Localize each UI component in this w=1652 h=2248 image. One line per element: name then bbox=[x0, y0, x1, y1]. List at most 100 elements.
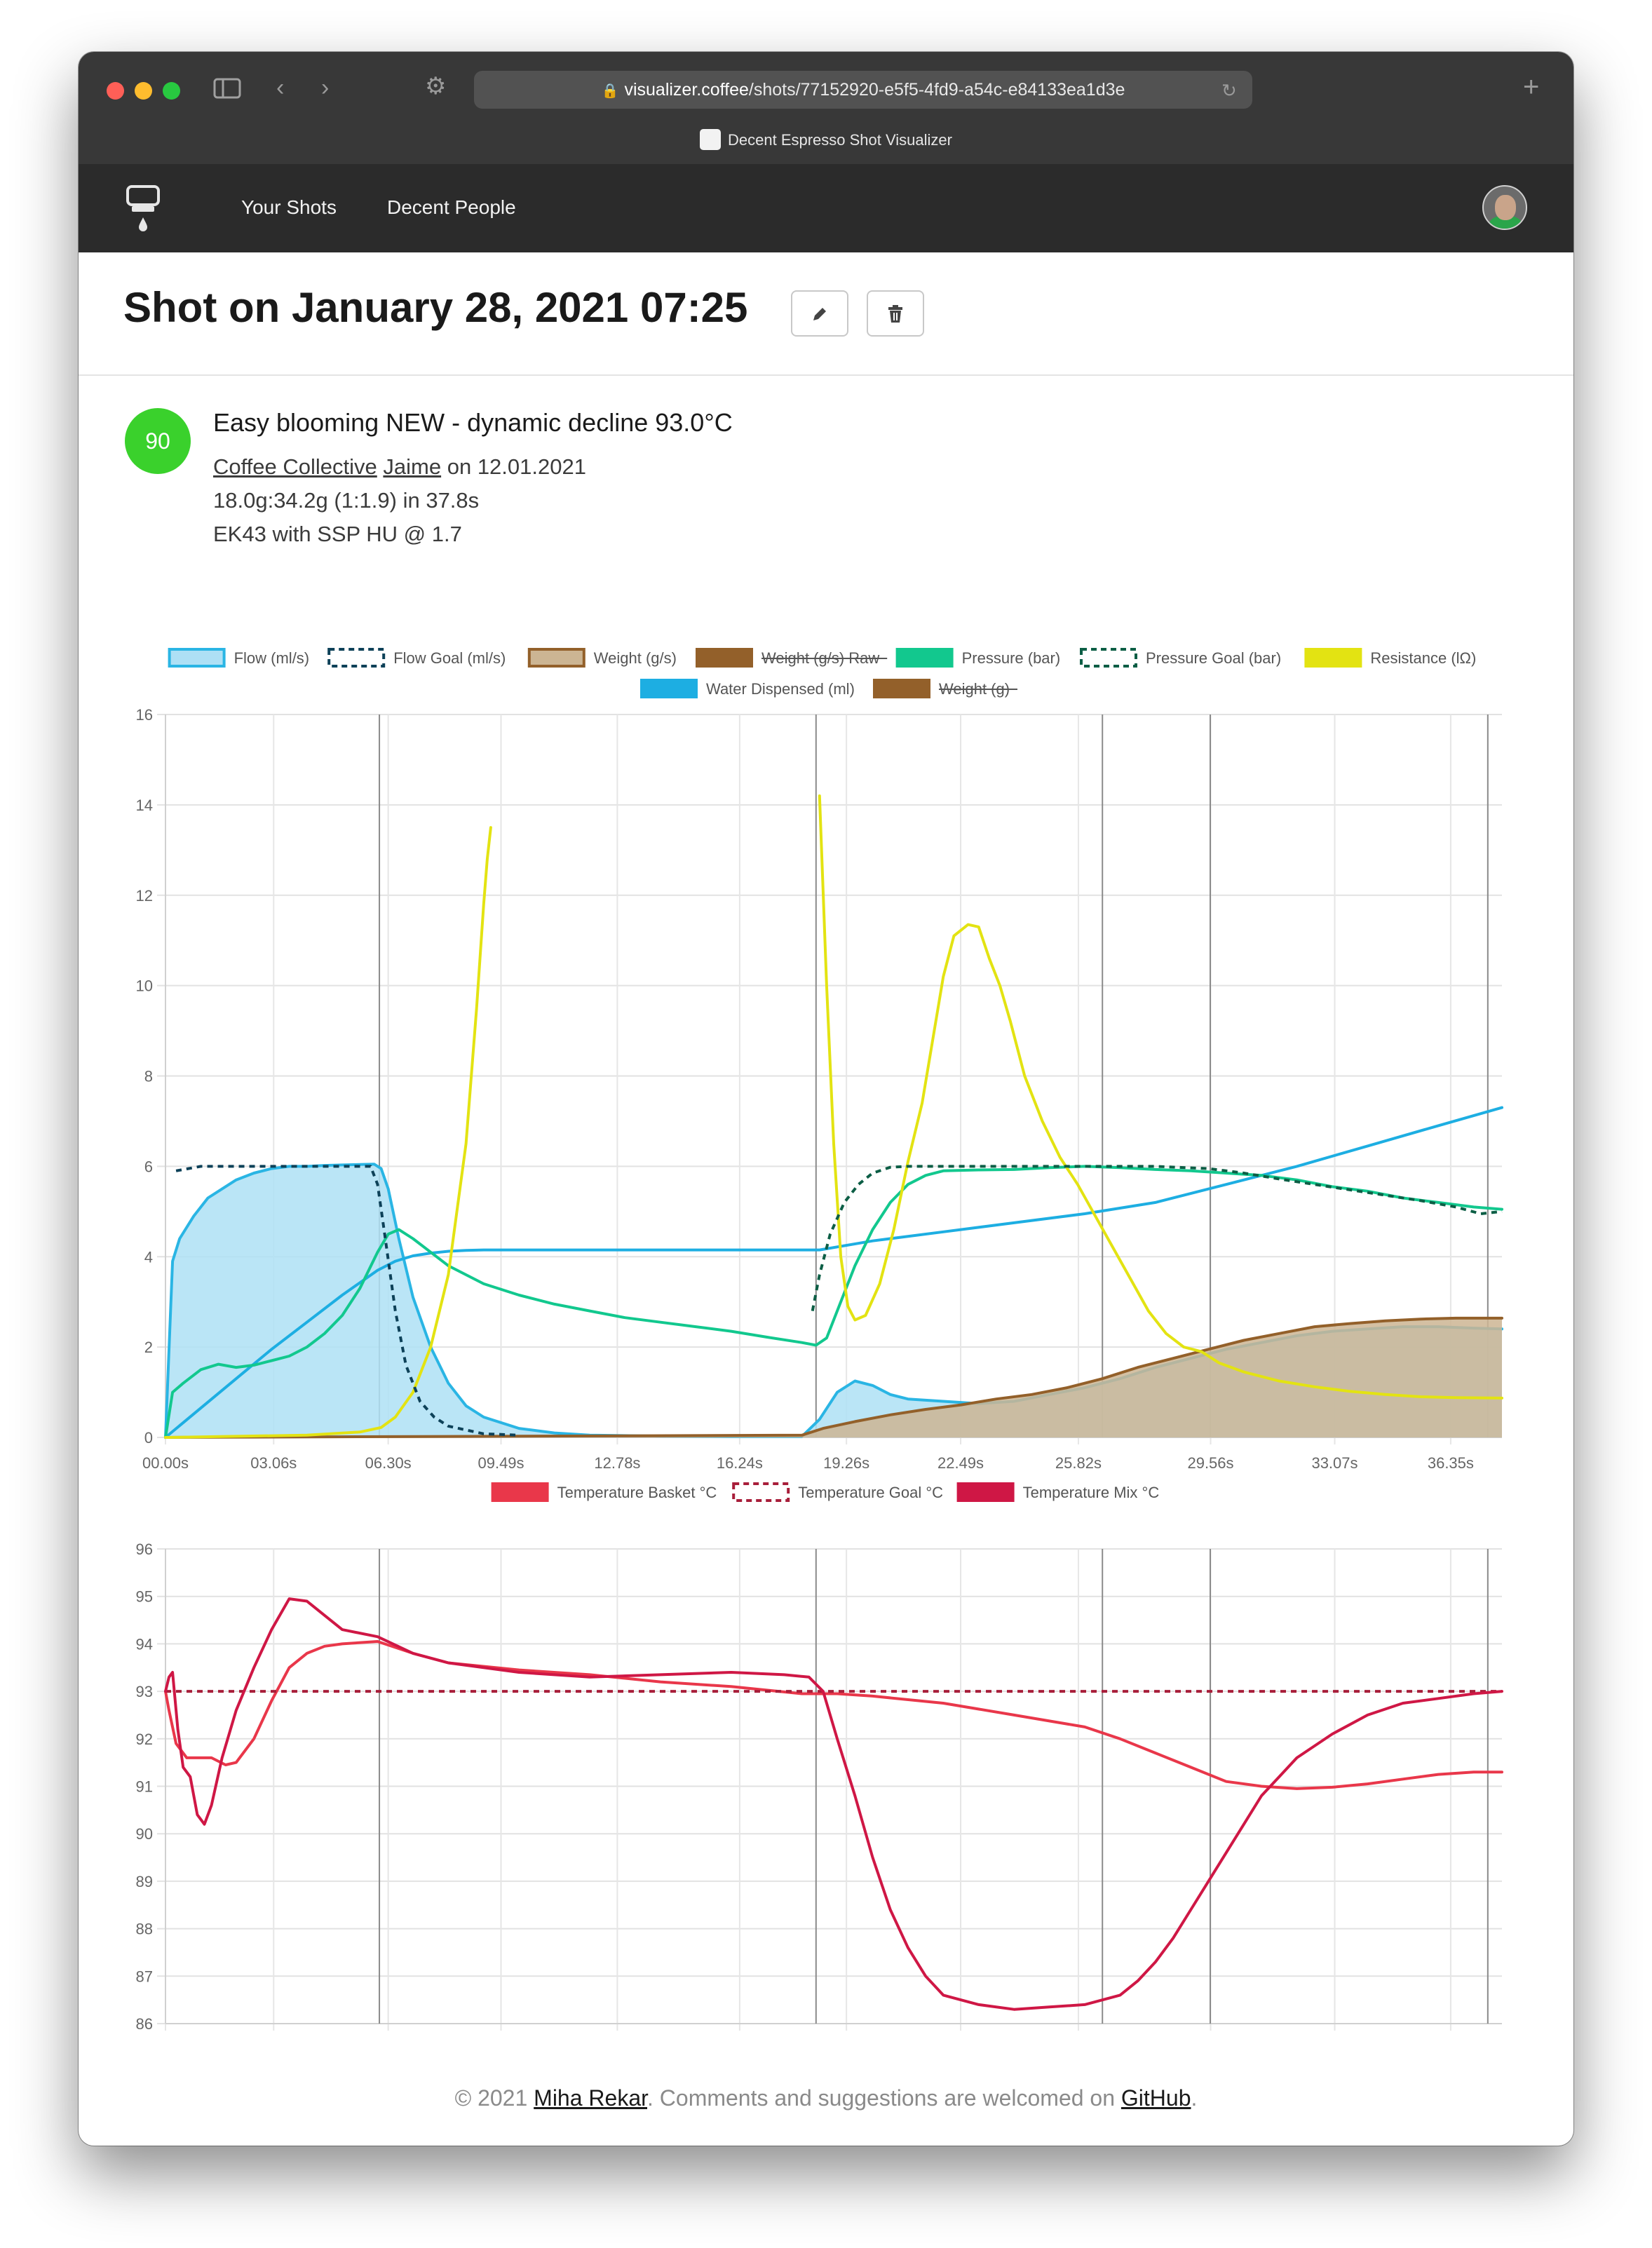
temperature-mix-c-line bbox=[164, 1597, 1503, 2011]
pencil-icon bbox=[813, 308, 826, 321]
temperature-chart: 868788899091929394959600.00s03.06s06.30s… bbox=[136, 1482, 1503, 2033]
footer: © 2021 Miha Rekar. Comments and suggesti… bbox=[79, 2085, 1573, 2111]
tab-title[interactable]: Decent Espresso Shot Visualizer bbox=[79, 129, 1573, 151]
x-tick-label: 06.30s bbox=[365, 1454, 412, 1468]
url-path: /shots/77152920-e5f5-4fd9-a54c-e84133ea1… bbox=[748, 80, 1125, 100]
legend-label: Weight (g/s) bbox=[594, 649, 677, 667]
decent-logo-icon[interactable] bbox=[125, 185, 161, 231]
x-tick-label: 03.06s bbox=[250, 1454, 297, 1468]
back-icon[interactable]: ‹ bbox=[276, 74, 285, 101]
legend-swatch bbox=[696, 648, 753, 668]
edit-button[interactable] bbox=[791, 290, 848, 337]
profile-title: Easy blooming NEW - dynamic decline 93.0… bbox=[213, 408, 733, 437]
x-tick-label: 12.78s bbox=[594, 1454, 640, 1468]
dose-info: 18.0g:34.2g (1:1.9) in 37.8s bbox=[213, 488, 480, 513]
bean-info: Coffee Collective Jaime on 12.01.2021 bbox=[213, 454, 586, 480]
close-window-button[interactable] bbox=[107, 82, 124, 100]
y-tick-label: 90 bbox=[136, 1825, 153, 1843]
y-tick-label: 6 bbox=[144, 1158, 153, 1175]
footer-suffix: . bbox=[1191, 2085, 1198, 2111]
tab-title-text: Decent Espresso Shot Visualizer bbox=[728, 130, 952, 149]
footer-author-link[interactable]: Miha Rekar bbox=[534, 2085, 647, 2111]
trash-icon bbox=[888, 305, 902, 323]
grid bbox=[157, 1548, 1502, 2031]
sidebar-icon[interactable] bbox=[213, 77, 241, 104]
y-tick-label: 14 bbox=[136, 797, 153, 814]
legend-swatch bbox=[732, 1482, 790, 1502]
legend-label: Flow (ml/s) bbox=[234, 649, 310, 667]
x-tick-label: 22.49s bbox=[937, 1454, 984, 1468]
resistance-l-line bbox=[164, 826, 492, 1439]
site-navbar: Your Shots Decent People bbox=[79, 164, 1573, 252]
y-tick-label: 94 bbox=[136, 1635, 153, 1653]
y-tick-label: 93 bbox=[136, 1683, 153, 1700]
weight-g-s-area bbox=[165, 1318, 1502, 1437]
footer-github-link[interactable]: GitHub bbox=[1120, 2085, 1191, 2111]
y-tick-label: 92 bbox=[136, 1731, 153, 1748]
x-tick-label: 16.24s bbox=[717, 1454, 763, 1468]
browser-window: ‹ › ⚙ 🔒 visualizer.coffee/shots/77152920-… bbox=[79, 52, 1573, 2146]
legend-label: Flow Goal (ml/s) bbox=[393, 649, 506, 667]
y-tick-label: 2 bbox=[144, 1339, 153, 1356]
url-host: visualizer.coffee bbox=[624, 80, 749, 100]
main-shot-chart: 0 2 4 6 8 10 12 14 16 00.00s 03.06s 06.30s 09.49s 12.… bbox=[136, 648, 1503, 1468]
pressure-goal-bar-line bbox=[811, 1165, 1503, 1311]
site-favicon-icon bbox=[700, 129, 721, 150]
nav-decent-people[interactable]: Decent People bbox=[387, 196, 516, 218]
address-bar[interactable]: 🔒 visualizer.coffee/shots/77152920-e5f5-4… bbox=[474, 71, 1252, 109]
forward-icon[interactable]: › bbox=[321, 74, 330, 101]
zoom-window-button[interactable] bbox=[163, 82, 180, 100]
footer-middle: . Comments and suggestions are welcomed … bbox=[647, 2085, 1121, 2111]
legend-swatch bbox=[895, 648, 954, 668]
avatar[interactable] bbox=[1482, 185, 1527, 230]
shot-score-badge: 90 bbox=[125, 408, 191, 474]
y-tick-label: 88 bbox=[136, 1921, 153, 1938]
nav-your-shots[interactable]: Your Shots bbox=[241, 196, 337, 218]
legend-label: Pressure Goal (bar) bbox=[1146, 649, 1281, 667]
y-tick-label: 89 bbox=[136, 1873, 153, 1890]
legend-swatch bbox=[491, 1482, 549, 1502]
y-tick-label: 16 bbox=[136, 706, 153, 724]
flow-goal-ml-s-line bbox=[175, 1165, 520, 1437]
grinder-info: EK43 with SSP HU @ 1.7 bbox=[213, 522, 462, 546]
browser-titlebar: ‹ › ⚙ 🔒 visualizer.coffee/shots/77152920-… bbox=[79, 52, 1573, 164]
resistance-l-line bbox=[818, 794, 1503, 1400]
y-tick-label: 0 bbox=[144, 1429, 153, 1447]
y-tick-label: 10 bbox=[136, 977, 153, 995]
y-tick-label: 86 bbox=[136, 2015, 153, 2033]
legend-label: Resistance (lΩ) bbox=[1370, 649, 1476, 667]
y-tick-label: 87 bbox=[136, 1968, 153, 1985]
legend-swatch bbox=[1080, 648, 1137, 668]
weight-g-s-line bbox=[164, 1316, 1503, 1439]
legend-swatch bbox=[640, 679, 698, 698]
header-divider bbox=[79, 374, 1573, 376]
footer-prefix: © 2021 bbox=[454, 2085, 534, 2111]
legend-label: Temperature Mix °C bbox=[1023, 1484, 1160, 1501]
temperature-basket-c-line bbox=[164, 1640, 1503, 1790]
x-tick-label: 09.49s bbox=[478, 1454, 524, 1468]
x-tick-label: 00.00s bbox=[142, 1454, 189, 1468]
x-tick-label: 29.56s bbox=[1187, 1454, 1233, 1468]
new-tab-icon[interactable]: + bbox=[1523, 72, 1540, 102]
bean-link[interactable]: Jaime bbox=[383, 454, 442, 479]
y-tick-label: 4 bbox=[144, 1248, 153, 1266]
y-tick-label: 12 bbox=[136, 887, 153, 905]
page-title: Shot on January 28, 2021 07:25 bbox=[123, 284, 748, 331]
x-tick-label: 25.82s bbox=[1055, 1454, 1102, 1468]
pressure-bar-line bbox=[164, 1165, 1503, 1439]
reload-icon[interactable]: ↻ bbox=[1221, 80, 1237, 101]
legend-label: Water Dispensed (ml) bbox=[706, 680, 855, 698]
minimize-window-button[interactable] bbox=[135, 82, 152, 100]
legend-swatch bbox=[168, 648, 226, 668]
y-tick-label: 8 bbox=[144, 1068, 153, 1085]
y-tick-label: 91 bbox=[136, 1778, 153, 1796]
x-tick-label: 36.35s bbox=[1428, 1454, 1474, 1468]
legend-swatch bbox=[956, 1482, 1015, 1502]
legend-label: Pressure (bar) bbox=[962, 649, 1061, 667]
delete-button[interactable] bbox=[867, 290, 924, 337]
water-dispensed-ml-line bbox=[164, 1106, 1503, 1439]
legend-swatch bbox=[527, 648, 585, 668]
lock-icon: 🔒 bbox=[601, 83, 619, 99]
gear-icon[interactable]: ⚙ bbox=[425, 73, 447, 100]
roaster-link[interactable]: Coffee Collective bbox=[213, 454, 377, 479]
